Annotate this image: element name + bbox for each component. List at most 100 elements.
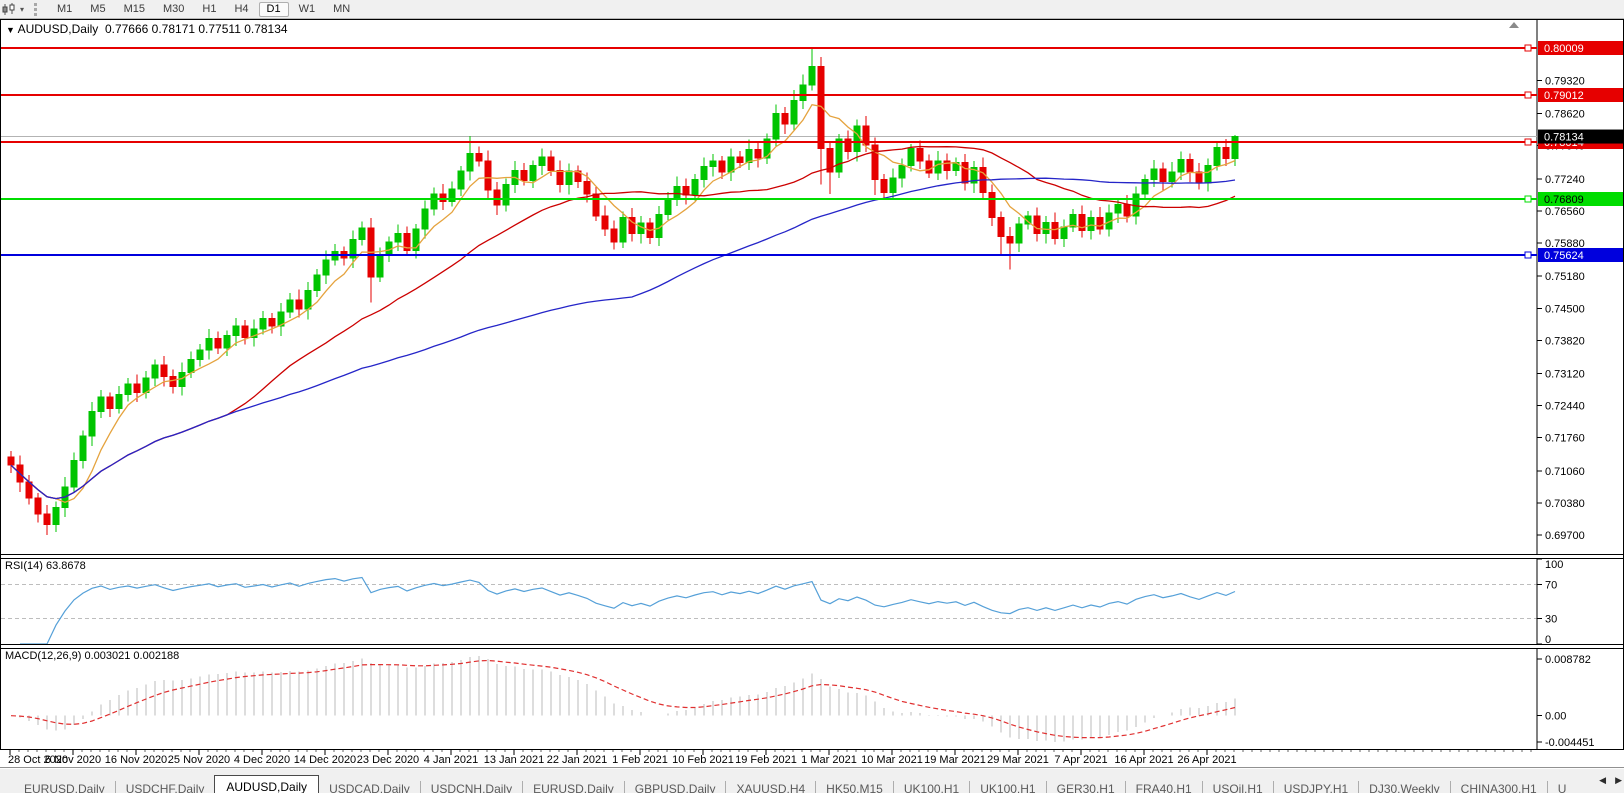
toolbar-drag-handle[interactable] xyxy=(34,2,38,16)
symbol-tab-uk100-h1[interactable]: UK100,H1 xyxy=(903,782,960,793)
price-tick-label: 0.73120 xyxy=(1545,368,1585,380)
symbol-tab-usoil-h1[interactable]: USOil,H1 xyxy=(1212,782,1263,793)
hline-badge-label: 0.76809 xyxy=(1544,194,1584,206)
ma-fast xyxy=(10,103,1236,504)
rsi-label: RSI(14) 63.8678 xyxy=(5,560,86,572)
hline-badge-label: 0.79012 xyxy=(1544,90,1584,102)
collapse-arrow-icon[interactable]: ▼ xyxy=(6,25,15,35)
symbol-tab-usdchf-daily[interactable]: USDCHF,Daily xyxy=(125,782,205,793)
rsi-tick-label: 30 xyxy=(1545,614,1557,626)
symbol-tab-usdcnh-daily[interactable]: USDCNH,Daily xyxy=(430,782,513,793)
timeframe-button-m1[interactable]: M1 xyxy=(57,2,73,15)
symbol-tab-gbpusd-daily[interactable]: GBPUSD,Daily xyxy=(634,782,716,793)
macd-label: MACD(12,26,9) 0.003021 0.002188 xyxy=(5,650,180,662)
x-axis-date: 23 Dec 2020 xyxy=(357,754,419,766)
chart-type-icon[interactable] xyxy=(2,2,17,16)
hline-badge-label: 0.75624 xyxy=(1544,250,1584,262)
symbol-tab-eurusd-daily[interactable]: EURUSD,Daily xyxy=(24,782,105,793)
symbol-tab-dj30-weekly[interactable]: DJ30,Weekly xyxy=(1369,782,1440,793)
price-panel: 0.793200.786200.779400.772400.765600.758… xyxy=(1,20,1623,554)
symbol-tab-china300-h1[interactable]: CHINA300,H1 xyxy=(1460,782,1537,793)
timeframe-button-m30[interactable]: M30 xyxy=(162,2,185,15)
x-axis-date: 10 Mar 2021 xyxy=(861,754,923,766)
current-price-badge xyxy=(1538,129,1623,144)
tab-separator xyxy=(1045,781,1047,793)
price-tick-label: 0.70380 xyxy=(1545,498,1585,510)
date-axis[interactable]: 28 Oct 2020 6 Nov 2020 16 Nov 2020 25 Nov 2… xyxy=(0,750,1624,768)
x-axis-date: 1 Feb 2021 xyxy=(612,754,668,766)
x-axis-date: 28 Oct 2020 xyxy=(8,754,68,766)
candles xyxy=(7,47,1239,536)
hline-badge xyxy=(1538,40,1623,55)
symbol-tab-hk50-m15[interactable]: HK50,M15 xyxy=(826,782,883,793)
symbol-tab-uk100-h1[interactable]: UK100,H1 xyxy=(980,782,1036,793)
hline-anchor xyxy=(1524,138,1532,146)
chart-shift-marker-icon[interactable] xyxy=(1509,22,1519,28)
hline-badge-label: 0.80009 xyxy=(1544,43,1584,55)
timeframe-button-h1[interactable]: H1 xyxy=(202,2,217,15)
chevron-down-icon[interactable]: ▾ xyxy=(20,4,25,14)
symbol-tab-fra40-h1[interactable]: FRA40,H1 xyxy=(1135,782,1192,793)
tab-separator xyxy=(1124,781,1126,793)
symbol-tab-usdjpy-h1[interactable]: USDJPY,H1 xyxy=(1283,782,1349,793)
x-axis-date: 14 Dec 2020 xyxy=(294,754,356,766)
panel-splitter[interactable] xyxy=(1,554,1623,559)
hline-badge xyxy=(1538,248,1623,263)
symbol-tab-usdcad-daily[interactable]: USDCAD,Daily xyxy=(329,782,410,793)
x-axis-date: 4 Jan 2021 xyxy=(424,754,478,766)
rsi-tick-label: 70 xyxy=(1545,580,1557,592)
macd-panel: 0.008782 0.00 -0.004451 MACD(12,26,9) 0.00… xyxy=(1,649,1623,749)
main-chart-canvas[interactable]: 0.793200.786200.779400.772400.765600.758… xyxy=(1,20,1623,554)
timeframe-button-w1[interactable]: W1 xyxy=(298,2,316,15)
x-axis-date: 1 Mar 2021 xyxy=(801,754,857,766)
x-axis-date: 4 Dec 2020 xyxy=(234,754,290,766)
symbol-tab-xauusd-h4[interactable]: XAUUSD,H4 xyxy=(736,782,806,793)
symbol-tab-eurusd-daily[interactable]: EURUSD,Daily xyxy=(533,782,614,793)
price-axis: 0.793200.786200.779400.772400.765600.758… xyxy=(1536,20,1585,554)
rsi-panel: 100 70 30 0 RSI(14) 63.8678 xyxy=(1,559,1623,644)
chart-tab-bar: EURUSD,Daily USDCHF,Daily AUDUSD,Daily USDC… xyxy=(0,768,1624,793)
chart-symbol-label: AUDUSD,Daily xyxy=(17,22,99,36)
timeframe-button-m5[interactable]: M5 xyxy=(90,2,106,15)
timeframe-button-d1[interactable]: D1 xyxy=(258,1,289,17)
rsi-tick-label: 100 xyxy=(1545,559,1563,571)
timeframe-button-h4[interactable]: H4 xyxy=(234,2,249,15)
symbol-tab-ger30-h1[interactable]: GER30,H1 xyxy=(1056,782,1115,793)
macd-tick-label: 0.008782 xyxy=(1545,654,1591,666)
tab-separator xyxy=(623,781,625,793)
panel-splitter[interactable] xyxy=(1,644,1623,649)
x-axis-date: 29 Mar 2021 xyxy=(987,754,1049,766)
symbol-tab-audusd-daily[interactable]: AUDUSD,Daily xyxy=(214,775,320,793)
macd-axis: 0.008782 0.00 -0.004451 xyxy=(1536,649,1595,749)
symbol-tab-u[interactable]: U xyxy=(1557,782,1567,793)
tab-separator xyxy=(1272,781,1274,793)
x-axis-date: 10 Feb 2021 xyxy=(672,754,734,766)
tab-scroll-right-icon[interactable]: ▶ xyxy=(1615,775,1622,785)
price-tick-label: 0.69700 xyxy=(1545,530,1585,542)
hline-anchor xyxy=(1524,251,1532,259)
rsi-tick-label: 0 xyxy=(1545,634,1551,644)
x-axis-date: 19 Mar 2021 xyxy=(924,754,986,766)
price-tick-label: 0.72440 xyxy=(1545,401,1585,413)
tab-separator xyxy=(1201,781,1203,793)
tab-scroll-left-icon[interactable]: ◀ xyxy=(1599,775,1607,785)
x-axis-date: 25 Nov 2020 xyxy=(168,754,230,766)
price-tick-label: 0.78620 xyxy=(1545,109,1585,121)
tab-separator xyxy=(969,781,971,793)
macd-canvas[interactable]: 0.008782 0.00 -0.004451 xyxy=(1,649,1623,749)
hline-badge xyxy=(1538,88,1623,103)
timeframe-buttons: M1 M5 M15 M30 H1 H4 D1 W1 MN xyxy=(49,1,358,17)
hline-badge xyxy=(1538,192,1623,207)
rsi-canvas[interactable]: 100 70 30 0 xyxy=(1,559,1623,644)
timeframe-button-mn[interactable]: MN xyxy=(333,2,351,15)
tab-separator xyxy=(114,781,116,793)
price-tick-label: 0.74500 xyxy=(1545,303,1585,315)
tab-separator xyxy=(892,781,894,793)
tab-separator xyxy=(815,781,817,793)
x-axis-date: 16 Apr 2021 xyxy=(1114,754,1173,766)
timeframe-button-m15[interactable]: M15 xyxy=(123,2,145,15)
price-tick-label: 0.77240 xyxy=(1545,174,1585,186)
